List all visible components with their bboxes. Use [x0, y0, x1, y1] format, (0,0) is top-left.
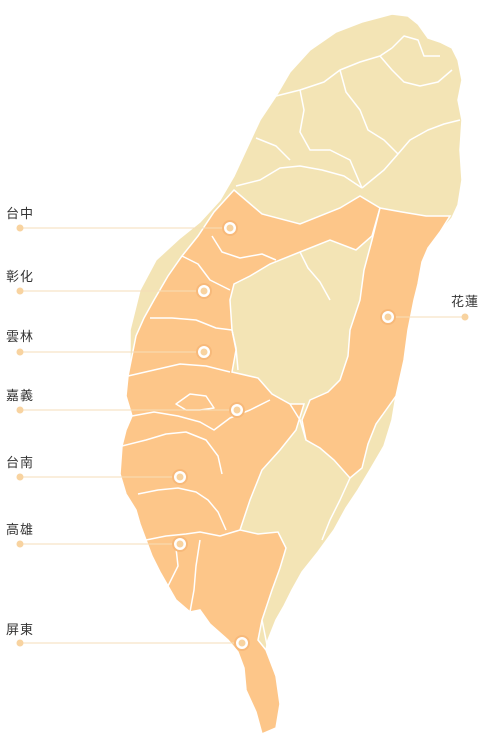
region-border [299, 251, 331, 301]
marker-center-pingtung [238, 639, 246, 647]
label-tainan[interactable]: 台南 [6, 456, 35, 471]
region-borders [121, 35, 461, 677]
marker-center-taichung [226, 224, 234, 232]
region-border [150, 317, 233, 331]
label-chiayi[interactable]: 嘉義 [6, 389, 35, 404]
leader-dot-changhua [16, 287, 24, 295]
region-border [391, 35, 440, 57]
marker-center-tainan [176, 473, 184, 481]
leader-dot-kaohsiung [16, 540, 24, 548]
label-changhua[interactable]: 彰化 [6, 270, 35, 285]
region-border [137, 487, 227, 531]
leader-dot-tainan [16, 473, 24, 481]
region-border [321, 477, 351, 541]
marker-center-changhua [200, 287, 208, 295]
region-border [121, 431, 223, 475]
region-border [261, 619, 277, 677]
marker-center-chiayi [233, 406, 241, 414]
region-border [339, 69, 399, 155]
region-border [131, 399, 271, 431]
region-border [231, 329, 239, 371]
label-yunlin[interactable]: 雲林 [6, 330, 35, 345]
leader-dot-pingtung [16, 639, 24, 647]
region-border [211, 235, 277, 261]
taiwan-island-base [129, 13, 463, 663]
region-border [255, 137, 291, 161]
region-border [127, 363, 231, 377]
leader-lines [16, 220, 469, 651]
marker-center-hualien [384, 313, 392, 321]
label-hualien[interactable]: 花蓮 [451, 295, 480, 310]
leader-dot-chiayi [16, 406, 24, 414]
leader-dot-hualien [461, 313, 469, 321]
leader-dot-yunlin [16, 348, 24, 356]
region-border [299, 89, 363, 189]
region-border [189, 539, 201, 613]
label-taichung[interactable]: 台中 [6, 207, 35, 222]
region-highlight-hualien[interactable] [301, 207, 452, 480]
marker-center-kaohsiung [176, 540, 184, 548]
region-border [145, 529, 241, 541]
region-border [181, 255, 231, 291]
region-border [289, 403, 307, 441]
marker-center-yunlin [200, 348, 208, 356]
label-kaohsiung[interactable]: 高雄 [6, 523, 35, 538]
leader-dot-taichung [16, 224, 24, 232]
label-pingtung[interactable]: 屏東 [6, 623, 35, 638]
region-border [361, 119, 461, 189]
region-border [235, 165, 363, 189]
region-border [379, 55, 453, 87]
